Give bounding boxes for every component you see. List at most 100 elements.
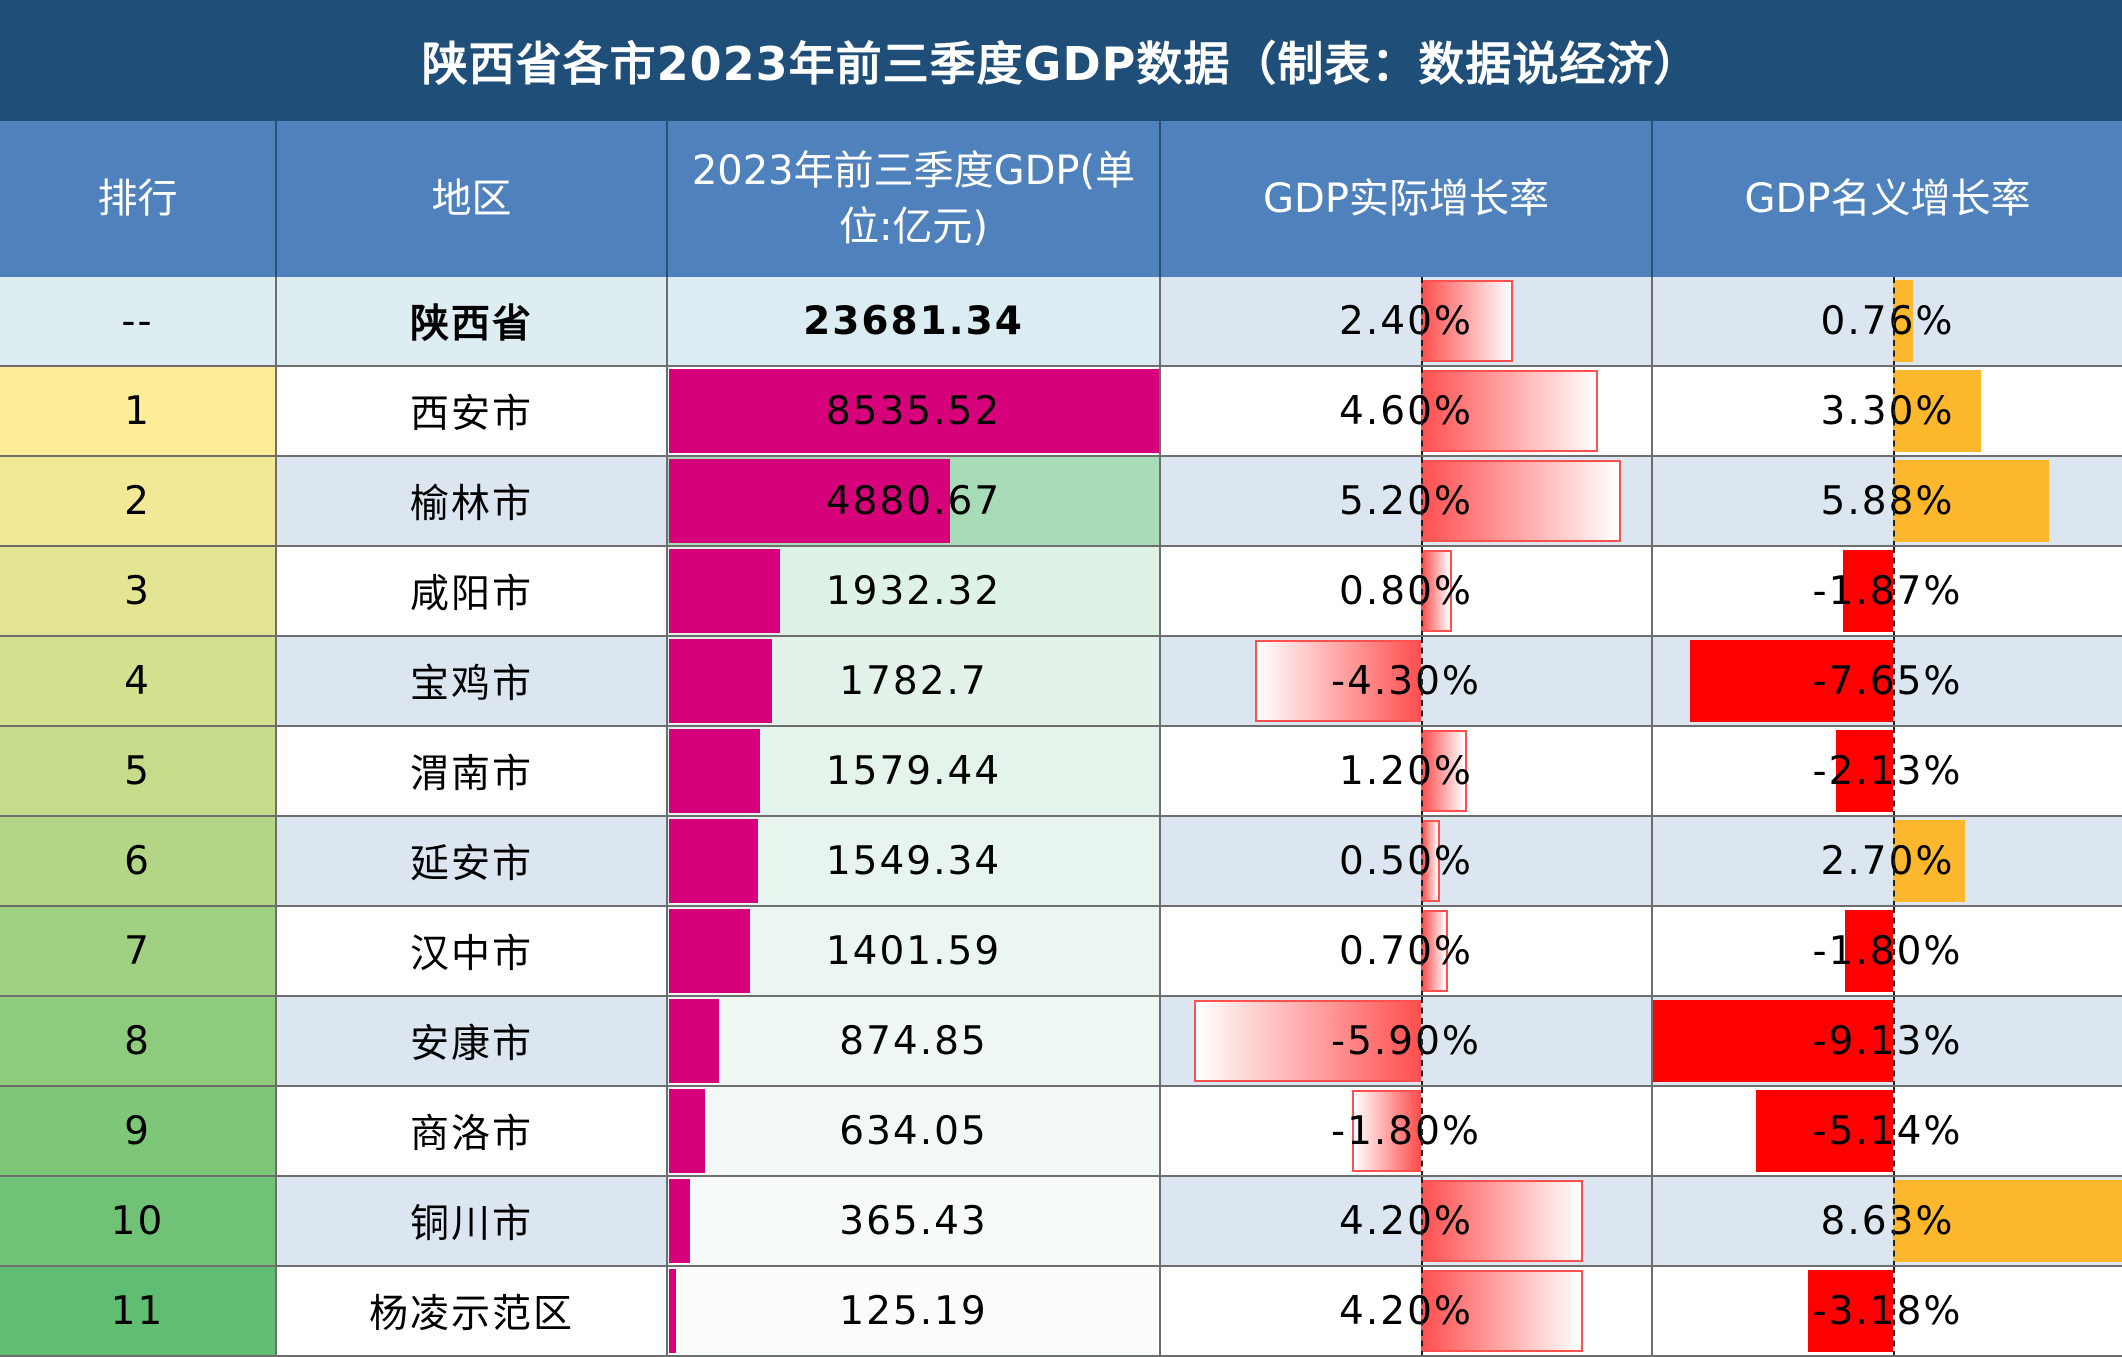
nominal-growth-cell: -9.13% — [1653, 997, 2122, 1087]
zero-axis — [1893, 547, 1895, 635]
rank-text: 9 — [124, 1108, 151, 1154]
nominal-growth-text: 2.70% — [1820, 838, 1955, 884]
real-growth-text: 0.70% — [1339, 928, 1473, 974]
rank-text: 6 — [124, 838, 151, 884]
real-growth-bar — [1421, 1270, 1583, 1352]
real-growth-cell: 5.20% — [1161, 457, 1653, 547]
nominal-growth-cell: -5.14% — [1653, 1087, 2122, 1177]
real-growth-bar — [1421, 280, 1514, 362]
gdp-bar — [669, 999, 720, 1083]
real-growth-text: 0.50% — [1339, 838, 1473, 884]
gdp-value-text: 1401.59 — [825, 928, 1002, 974]
rank-cell: 6 — [0, 817, 277, 907]
rank-text: 4 — [124, 658, 151, 704]
region-text: 咸阳市 — [409, 572, 533, 617]
gdp-value-text: 4880.67 — [825, 478, 1002, 524]
zero-axis — [1893, 817, 1895, 905]
region-cell: 榆林市 — [277, 457, 668, 547]
real-growth-cell: 0.70% — [1161, 907, 1653, 997]
gdp-cell: 1549.34 — [668, 817, 1161, 907]
nominal-growth-cell: -1.87% — [1653, 547, 2122, 637]
region-text: 汉中市 — [409, 932, 533, 977]
region-text: 渭南市 — [409, 752, 533, 797]
real-growth-text: 1.20% — [1339, 748, 1473, 794]
table-title: 陕西省各市2023年前三季度GDP数据（制表：数据说经济） — [0, 0, 2122, 121]
region-text: 商洛市 — [409, 1112, 533, 1157]
gdp-bar — [669, 729, 760, 813]
nominal-growth-cell: -3.18% — [1653, 1267, 2122, 1357]
gdp-cell: 125.19 — [668, 1267, 1161, 1357]
nominal-growth-bar — [1893, 820, 1965, 902]
nominal-growth-bar — [1893, 460, 2050, 542]
nominal-growth-text: 8.63% — [1820, 1198, 1955, 1244]
zero-axis — [1421, 547, 1423, 635]
region-text: 安康市 — [409, 1022, 533, 1067]
nominal-growth-bar — [1843, 550, 1893, 632]
gdp-cell: 4880.67 — [668, 457, 1161, 547]
gdp-bar — [669, 639, 772, 723]
nominal-growth-text: 0.76% — [1820, 298, 1955, 344]
gdp-cell: 1782.7 — [668, 637, 1161, 727]
zero-axis — [1893, 637, 1895, 725]
gdp-bar — [669, 1179, 691, 1263]
zero-axis — [1893, 1087, 1895, 1175]
real-growth-bar — [1421, 910, 1448, 992]
real-growth-text: 2.40% — [1339, 298, 1473, 344]
nominal-growth-text: 5.88% — [1820, 478, 1955, 524]
real-growth-cell: 4.20% — [1161, 1177, 1653, 1267]
gdp-cell: 634.05 — [668, 1087, 1161, 1177]
real-growth-text: -5.90% — [1331, 1018, 1481, 1064]
region-cell: 商洛市 — [277, 1087, 668, 1177]
gdp-value-text: 1579.44 — [825, 748, 1002, 794]
rank-cell: 4 — [0, 637, 277, 727]
rank-text: 3 — [124, 568, 151, 614]
rank-cell: -- — [0, 277, 277, 367]
header-gdp: 2023年前三季度GDP(单位:亿元) — [668, 121, 1161, 277]
gdp-value-text: 8535.52 — [825, 388, 1002, 434]
real-growth-text: 4.20% — [1339, 1288, 1473, 1334]
gdp-cell: 1579.44 — [668, 727, 1161, 817]
region-cell: 汉中市 — [277, 907, 668, 997]
nominal-growth-cell: -2.13% — [1653, 727, 2122, 817]
nominal-growth-text: -2.13% — [1812, 748, 1963, 794]
region-cell: 西安市 — [277, 367, 668, 457]
nominal-growth-bar — [1689, 640, 1893, 722]
zero-axis — [1421, 907, 1423, 995]
region-cell: 渭南市 — [277, 727, 668, 817]
region-cell: 铜川市 — [277, 1177, 668, 1267]
rank-text: 2 — [124, 478, 151, 524]
gdp-value-text: 365.43 — [839, 1198, 988, 1244]
gdp-bar — [669, 909, 750, 993]
region-cell: 咸阳市 — [277, 547, 668, 637]
region-text: 宝鸡市 — [409, 662, 533, 707]
nominal-growth-text: -1.80% — [1812, 928, 1963, 974]
gdp-value-text: 125.19 — [839, 1288, 988, 1334]
gdp-cell: 1401.59 — [668, 907, 1161, 997]
region-cell: 杨凌示范区 — [277, 1267, 668, 1357]
nominal-growth-bar — [1653, 1000, 1893, 1082]
rank-text: 5 — [124, 748, 151, 794]
zero-axis — [1893, 367, 1895, 455]
rank-text: 8 — [124, 1018, 151, 1064]
real-growth-bar — [1421, 460, 1622, 542]
real-growth-cell: 1.20% — [1161, 727, 1653, 817]
zero-axis — [1421, 817, 1423, 905]
gdp-value-text: 23681.34 — [803, 298, 1024, 344]
nominal-growth-cell: 8.63% — [1653, 1177, 2122, 1267]
rank-cell: 11 — [0, 1267, 277, 1357]
rank-cell: 8 — [0, 997, 277, 1087]
zero-axis — [1421, 367, 1423, 455]
gdp-cell: 23681.34 — [668, 277, 1161, 367]
gdp-cell: 874.85 — [668, 997, 1161, 1087]
zero-axis — [1421, 1087, 1423, 1175]
header-rank: 排行 — [0, 121, 277, 277]
nominal-growth-text: -9.13% — [1812, 1018, 1963, 1064]
real-growth-cell: -4.30% — [1161, 637, 1653, 727]
real-growth-text: -1.80% — [1331, 1108, 1481, 1154]
zero-axis — [1893, 457, 1895, 545]
rank-cell: 5 — [0, 727, 277, 817]
real-growth-bar — [1351, 1090, 1421, 1172]
nominal-growth-bar — [1893, 280, 1914, 362]
region-cell: 宝鸡市 — [277, 637, 668, 727]
